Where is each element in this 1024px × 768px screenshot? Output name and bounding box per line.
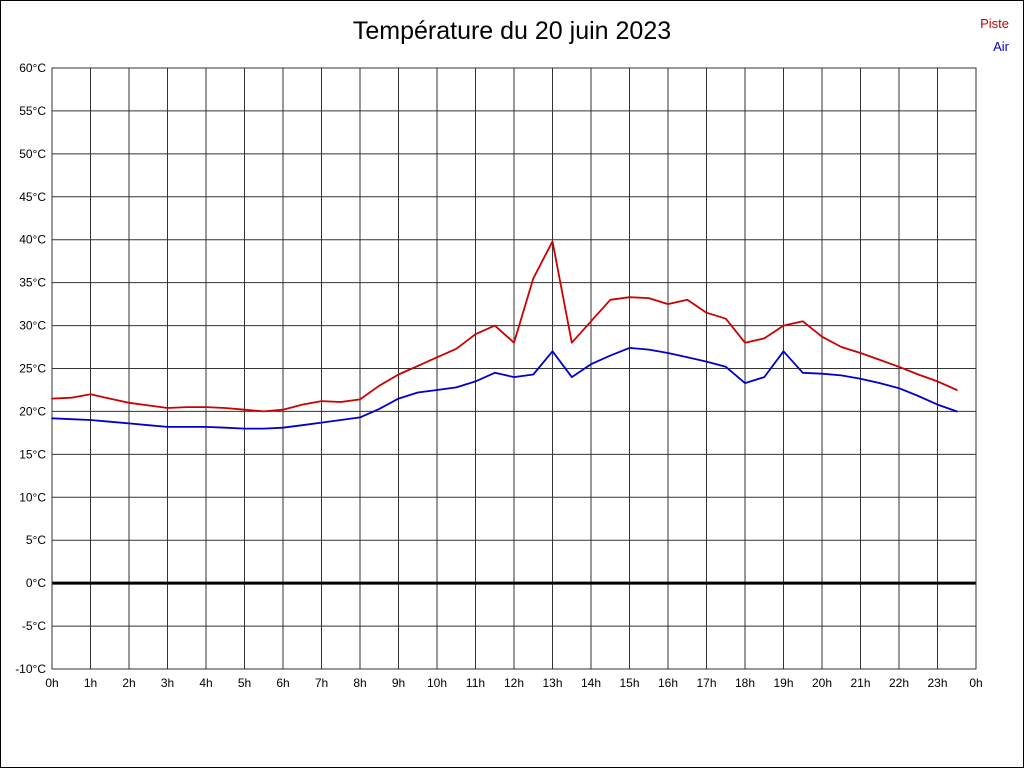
- y-tick-label: 5°C: [26, 533, 46, 547]
- x-tick-label: 22h: [889, 676, 909, 690]
- x-tick-label: 14h: [581, 676, 601, 690]
- x-tick-label: 23h: [927, 676, 947, 690]
- x-tick-label: 1h: [84, 676, 97, 690]
- y-tick-label: 30°C: [19, 319, 46, 333]
- y-tick-label: -5°C: [22, 619, 46, 633]
- y-tick-label: 45°C: [19, 190, 46, 204]
- series-line-piste: [51, 240, 958, 413]
- x-tick-label: 11h: [466, 676, 485, 690]
- x-tick-label: 16h: [658, 676, 678, 690]
- x-tick-label: 4h: [199, 676, 212, 690]
- plot-border: [51, 67, 977, 670]
- y-tick-label: 60°C: [19, 61, 46, 75]
- x-tick-label: 13h: [542, 676, 562, 690]
- x-tick-label: 15h: [619, 676, 639, 690]
- x-tick-label: 5h: [238, 676, 251, 690]
- legend-item-piste: Piste: [980, 16, 1009, 31]
- legend-item-air: Air: [993, 38, 1009, 54]
- y-tick-label: -10°C: [15, 662, 46, 676]
- x-tick-label: 7h: [315, 676, 328, 690]
- y-tick-label: 0°C: [26, 576, 46, 590]
- x-tick-label: 18h: [735, 676, 755, 690]
- x-tick-label: 17h: [696, 676, 716, 690]
- x-tick-label: 10h: [427, 676, 447, 690]
- y-tick-label: 10°C: [19, 490, 46, 504]
- x-tick-label: 3h: [161, 676, 174, 690]
- x-tick-label: 8h: [353, 676, 366, 690]
- x-tick-label: 9h: [392, 676, 405, 690]
- x-tick-label: 21h: [850, 676, 870, 690]
- y-tick-label: 55°C: [19, 104, 46, 118]
- x-tick-label: 19h: [773, 676, 793, 690]
- y-tick-label: 25°C: [19, 362, 46, 376]
- x-tick-label: 20h: [812, 676, 832, 690]
- chart-title: Température du 20 juin 2023: [352, 17, 672, 45]
- chart-legend: Piste Air: [980, 13, 1009, 59]
- y-tick-label: 50°C: [19, 147, 46, 161]
- y-tick-label: 35°C: [19, 276, 46, 290]
- x-tick-label: 6h: [276, 676, 289, 690]
- x-tick-label: 0h: [969, 676, 982, 690]
- y-tick-label: 15°C: [19, 447, 46, 461]
- x-tick-label: 12h: [504, 676, 524, 690]
- y-tick-label: 20°C: [19, 404, 46, 418]
- y-tick-label: 40°C: [19, 233, 46, 247]
- series-line-air: [51, 346, 958, 430]
- x-tick-label: 0h: [45, 676, 58, 690]
- x-tick-label: 2h: [122, 676, 135, 690]
